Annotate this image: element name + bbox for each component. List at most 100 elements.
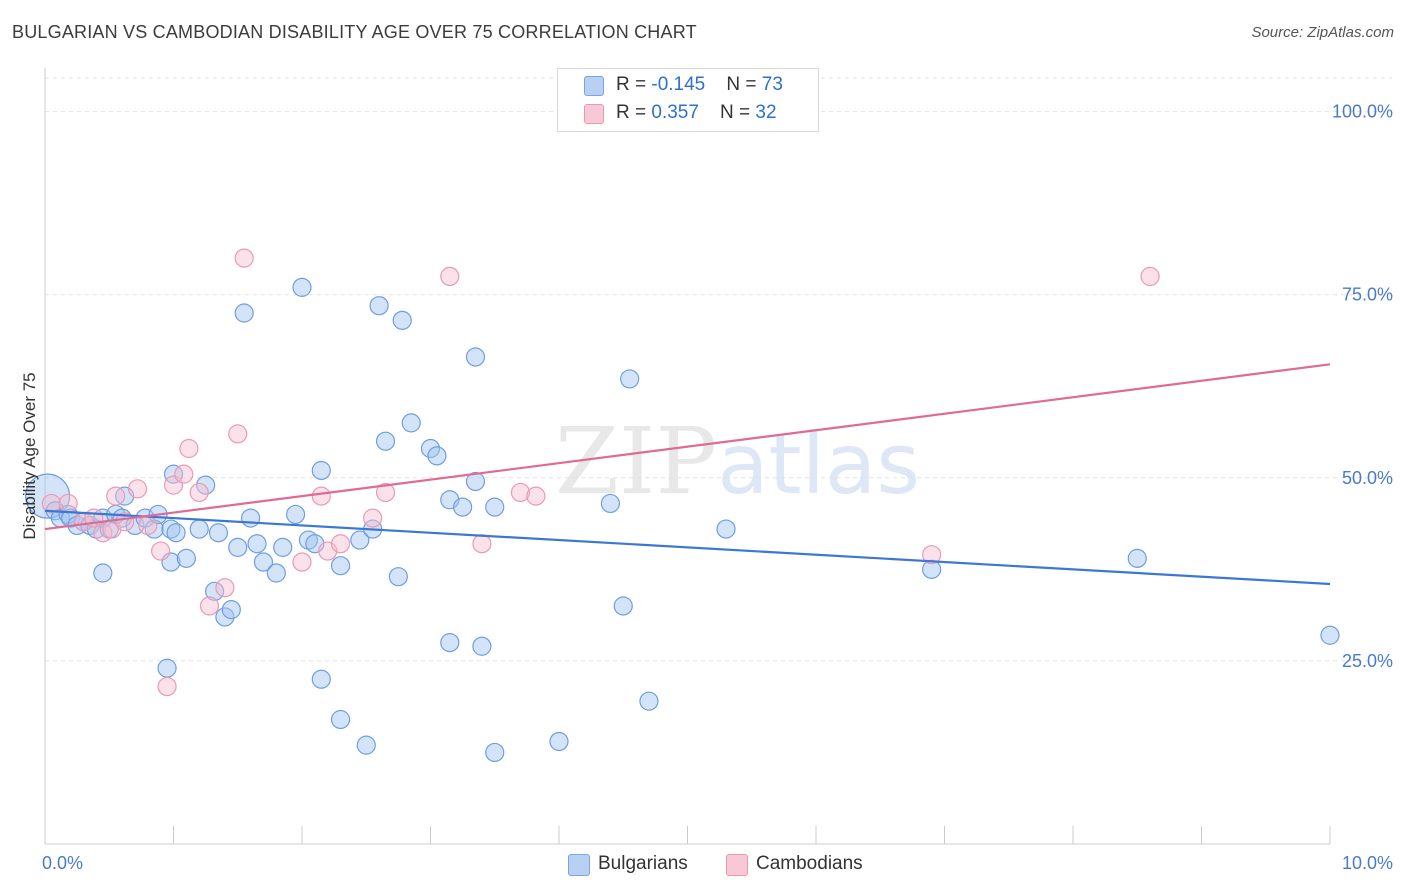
x-tick-label: 0.0% <box>42 853 83 873</box>
n-value-bulgarians: 73 <box>761 74 783 95</box>
y-tick-label: 25.0% <box>1342 651 1393 671</box>
point-bulgarians <box>221 600 241 620</box>
point-bulgarians <box>600 493 621 514</box>
point-bulgarians <box>639 691 659 711</box>
r-label: R = <box>616 102 652 123</box>
point-bulgarians <box>330 556 351 576</box>
point-cambodians <box>363 508 383 528</box>
point-bulgarians <box>465 471 486 492</box>
point-bulgarians <box>253 552 274 572</box>
point-bulgarians <box>189 519 209 539</box>
point-cambodians <box>58 493 78 514</box>
watermark: ZIPatlas <box>555 408 920 515</box>
trend-line-bulgarians <box>44 509 1331 586</box>
point-cambodians <box>199 596 220 616</box>
tick-labels: 25.0% 50.0% 75.0% 100.0% 0.0% 10.0% <box>42 102 1393 873</box>
legend-swatch-cambodians <box>726 854 748 876</box>
point-cambodians <box>472 534 492 554</box>
point-bulgarians <box>166 523 186 543</box>
point-bulgarians <box>375 431 396 451</box>
point-bulgarians <box>440 632 460 653</box>
chart-title: BULGARIAN VS CAMBODIAN DISABILITY AGE OV… <box>12 22 697 42</box>
point-bulgarians <box>1320 625 1340 645</box>
n-label: N = <box>726 74 762 95</box>
watermark-atlas: atlas <box>717 415 921 513</box>
point-bulgarians <box>716 519 736 539</box>
point-bulgarians <box>549 731 569 752</box>
n-value-cambodians: 32 <box>755 102 777 123</box>
point-bulgarians <box>273 537 293 557</box>
point-cambodians <box>174 464 194 484</box>
point-cambodians <box>157 676 177 697</box>
point-bulgarians <box>311 460 331 481</box>
r-label: R = <box>616 74 652 95</box>
data-points <box>24 248 1340 763</box>
point-bulgarians <box>465 347 486 367</box>
point-bulgarians <box>234 303 254 323</box>
point-cambodians <box>234 248 254 268</box>
point-cambodians <box>41 493 62 514</box>
point-bulgarians <box>356 735 376 755</box>
point-bulgarians <box>401 413 421 433</box>
point-bulgarians <box>196 475 216 495</box>
point-cambodians <box>179 438 199 459</box>
grid-lines <box>45 77 1392 662</box>
point-bulgarians <box>453 497 473 517</box>
point-bulgarians <box>330 709 351 730</box>
point-bulgarians <box>163 464 184 484</box>
point-cambodians <box>330 534 351 554</box>
point-bulgarians <box>228 537 248 557</box>
point-bulgarians <box>24 473 71 519</box>
series-legend: Bulgarians Cambodians <box>0 852 1406 878</box>
point-bulgarians <box>241 508 261 528</box>
point-bulgarians <box>285 504 306 525</box>
legend-swatch-cambodians <box>584 104 604 124</box>
point-cambodians <box>189 482 209 503</box>
point-bulgarians <box>388 567 408 587</box>
point-cambodians <box>127 479 148 499</box>
y-tick-label: 75.0% <box>1342 285 1393 305</box>
point-bulgarians <box>205 581 225 601</box>
point-bulgarians <box>427 446 447 466</box>
point-cambodians <box>292 552 312 572</box>
point-bulgarians <box>392 310 412 330</box>
point-bulgarians <box>266 563 286 583</box>
point-bulgarians <box>369 296 389 316</box>
point-cambodians <box>922 545 942 565</box>
r-value-bulgarians: -0.145 <box>651 74 706 95</box>
point-bulgarians <box>157 658 177 678</box>
point-cambodians <box>375 482 396 503</box>
point-bulgarians <box>176 548 196 568</box>
n-label: N = <box>720 102 756 123</box>
axes <box>44 68 1331 845</box>
point-cambodians <box>510 482 531 503</box>
r-value-cambodians: 0.357 <box>651 102 699 123</box>
point-bulgarians <box>208 523 229 543</box>
y-tick-label: 50.0% <box>1342 468 1393 488</box>
point-bulgarians <box>298 530 319 550</box>
point-cambodians <box>228 424 248 444</box>
point-bulgarians <box>311 669 331 689</box>
point-cambodians <box>526 486 546 506</box>
point-bulgarians <box>472 636 492 656</box>
watermark-zip: ZIP <box>555 408 718 515</box>
point-bulgarians <box>350 530 370 550</box>
trend-line-cambodians <box>44 363 1331 531</box>
legend-swatch-bulgarians <box>568 854 590 876</box>
source-label: Source: ZipAtlas.com <box>1251 24 1394 41</box>
point-cambodians <box>1140 266 1160 287</box>
point-cambodians <box>440 266 460 287</box>
point-bulgarians <box>61 508 81 528</box>
point-cambodians <box>215 578 235 598</box>
point-bulgarians <box>215 607 235 627</box>
legend-swatch-bulgarians <box>584 76 604 96</box>
point-bulgarians <box>292 277 312 297</box>
trend-lines <box>44 363 1331 586</box>
point-bulgarians <box>420 438 441 459</box>
point-bulgarians <box>485 497 505 517</box>
point-bulgarians <box>93 563 113 583</box>
point-cambodians <box>138 515 158 536</box>
point-cambodians <box>311 486 331 506</box>
legend-label-bulgarians: Bulgarians <box>598 853 688 874</box>
point-bulgarians <box>620 369 640 389</box>
